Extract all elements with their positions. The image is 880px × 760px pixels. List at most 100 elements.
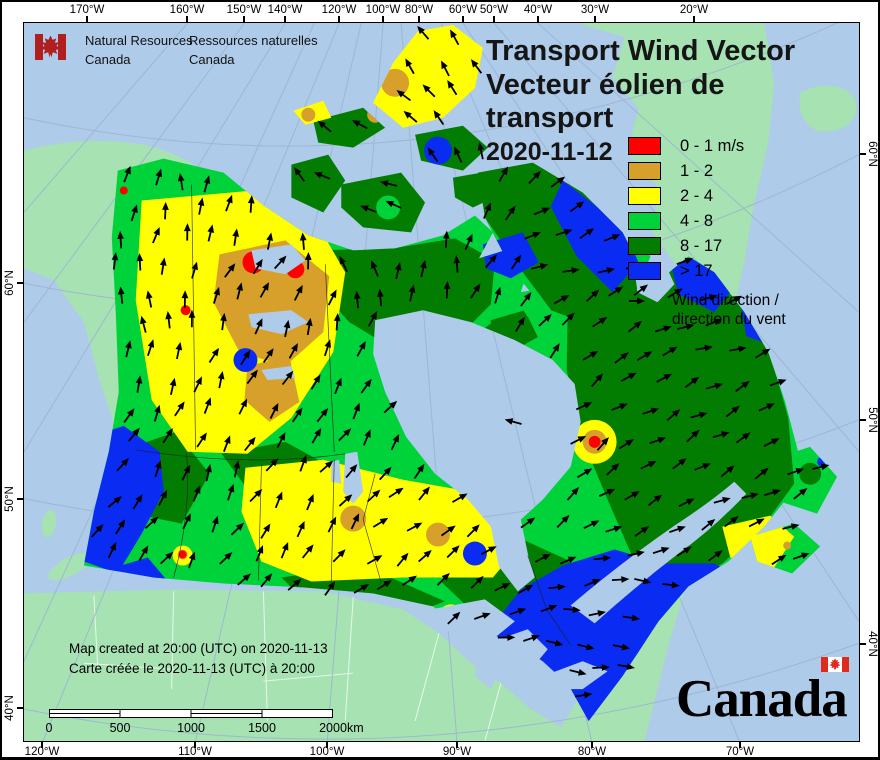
legend-swatch xyxy=(628,212,661,230)
wind-direction-arrow xyxy=(528,170,542,185)
wind-direction-arrow xyxy=(181,464,191,481)
wind-direction-arrow xyxy=(338,494,353,507)
wind-direction-arrow xyxy=(725,405,740,418)
wind-direction-arrow xyxy=(447,611,461,625)
wind-direction-arrow xyxy=(252,258,263,275)
wind-direction-arrow xyxy=(549,343,560,359)
wind-direction-arrow xyxy=(405,58,415,75)
wind-direction-arrow xyxy=(569,669,587,676)
wind-map xyxy=(24,23,859,741)
wind-direction-arrow xyxy=(165,311,173,329)
wind-direction-arrow xyxy=(443,230,450,249)
wind-direction-arrow xyxy=(323,339,331,357)
wind-direction-arrow xyxy=(592,664,610,671)
wind-direction-arrow xyxy=(154,460,162,478)
wind-direction-arrow xyxy=(274,255,287,270)
wind-direction-arrow xyxy=(191,261,198,279)
wind-direction-arrow xyxy=(111,252,119,270)
wind-direction-arrow xyxy=(585,289,600,303)
wind-direction-arrow xyxy=(162,201,169,220)
wind-direction-arrow xyxy=(514,316,525,333)
graticule-label: 50°W xyxy=(479,4,509,16)
scale-tick-label: 0 xyxy=(45,721,53,735)
wind-direction-arrow xyxy=(217,371,225,389)
legend-swatch xyxy=(628,262,661,280)
wind-direction-arrow xyxy=(260,523,271,539)
wind-direction-arrow xyxy=(509,608,527,616)
wind-direction-arrow xyxy=(575,402,593,411)
wind-direction-arrow xyxy=(556,514,570,529)
wind-direction-arrow xyxy=(708,550,723,562)
wind-direction-arrow xyxy=(117,230,124,249)
legend-swatch xyxy=(628,187,661,205)
wind-direction-arrow xyxy=(254,318,263,335)
wind-direction-arrow xyxy=(362,429,371,446)
graticule-label: 150°W xyxy=(226,4,262,16)
wind-direction-arrow xyxy=(422,84,436,98)
wind-direction-arrow xyxy=(219,551,233,565)
nrcan-wordmark-fr: Ressources naturelles Canada xyxy=(189,33,318,67)
wind-direction-arrow xyxy=(158,489,168,506)
wind-direction-arrow xyxy=(246,369,258,385)
wind-direction-arrow xyxy=(596,437,609,451)
wind-direction-arrow xyxy=(197,197,205,215)
wind-direction-arrow xyxy=(712,431,730,439)
wind-direction-arrow xyxy=(748,518,765,528)
wind-direction-arrow xyxy=(288,343,298,359)
wind-direction-arrow xyxy=(584,579,601,587)
wind-direction-arrow xyxy=(624,491,640,501)
wind-direction-arrow xyxy=(720,465,735,478)
legend-item: 0 - 1 m/s xyxy=(628,137,786,155)
wind-direction-arrow xyxy=(208,347,220,363)
wind-direction-arrow xyxy=(470,575,484,589)
wind-direction-arrow xyxy=(390,433,400,451)
wind-direction-arrow xyxy=(367,311,378,327)
wind-direction-arrow xyxy=(427,147,439,163)
graticule-tick xyxy=(860,643,866,645)
wind-direction-arrow xyxy=(401,575,417,587)
great-bear-lake xyxy=(251,244,306,275)
graticule-label: 80°W xyxy=(577,746,607,758)
wind-direction-arrow xyxy=(433,110,445,126)
legend-swatch xyxy=(628,162,661,180)
wind-direction-arrow xyxy=(383,400,398,414)
wind-direction-arrow xyxy=(473,612,491,620)
wind-direction-arrow xyxy=(334,377,342,395)
wind-direction-arrow xyxy=(480,546,497,556)
wind-direction-arrow xyxy=(276,432,286,449)
wind-direction-arrow xyxy=(366,489,381,503)
wind-direction-arrow xyxy=(327,289,337,306)
wind-direction-arrow xyxy=(203,397,212,414)
wind-direction-arrow xyxy=(792,552,810,560)
wind-direction-arrow xyxy=(294,167,305,182)
wind-direction-arrow xyxy=(451,493,468,503)
wind-direction-arrow xyxy=(470,59,483,74)
wind-direction-arrow xyxy=(555,228,573,236)
wind-direction-arrow xyxy=(582,350,599,361)
wind-direction-arrow xyxy=(283,319,291,338)
graticule-tick xyxy=(41,742,43,748)
graticule-label: 100°W xyxy=(365,4,401,16)
graticule-label: 30°W xyxy=(580,4,610,16)
graticule-label: 120°W xyxy=(321,4,357,16)
wind-direction-arrow xyxy=(351,120,368,130)
wind-direction-arrow xyxy=(676,257,694,265)
wind-direction-arrow xyxy=(232,228,240,246)
graticule-label: 70°W xyxy=(725,746,755,758)
wind-direction-arrow xyxy=(319,460,334,473)
wind-direction-arrow xyxy=(225,194,233,212)
wind-direction-arrow xyxy=(504,205,516,221)
wind-direction-arrow xyxy=(548,583,566,591)
wind-direction-arrow xyxy=(379,466,392,481)
wind-direction-arrow xyxy=(153,404,161,422)
lake-winnipeg xyxy=(343,451,364,504)
wind-direction-arrow xyxy=(498,166,509,183)
graticule-tick xyxy=(594,16,596,22)
wind-arrow-icon xyxy=(629,297,645,305)
graticule-tick xyxy=(186,16,188,22)
wind-direction-arrow xyxy=(269,402,279,419)
wind-direction-arrow xyxy=(531,263,549,270)
iceland-landmass xyxy=(799,85,857,132)
wind-direction-arrow xyxy=(485,254,498,269)
legend-label: 1 - 2 xyxy=(680,161,714,180)
